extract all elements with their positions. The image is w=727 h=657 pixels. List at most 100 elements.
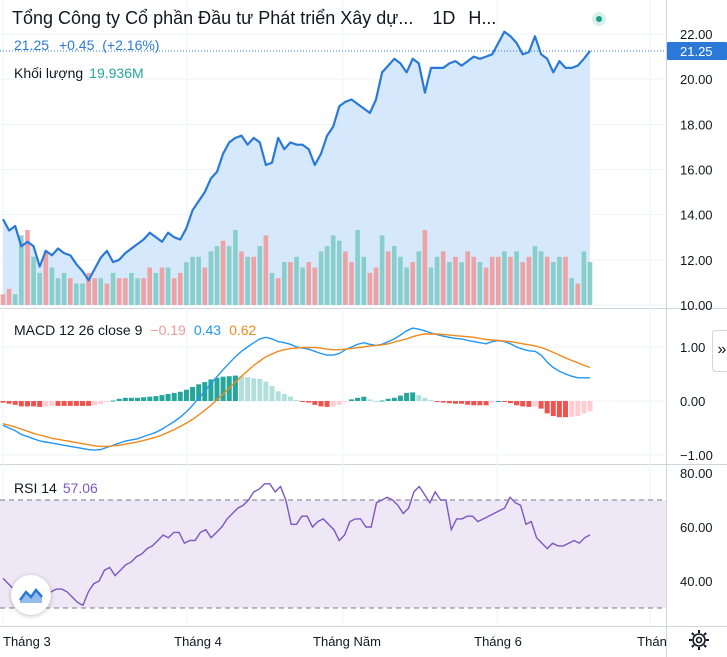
- volume-bar: [288, 262, 293, 305]
- price-area: [3, 31, 590, 305]
- macd-histogram-bar: [171, 392, 177, 401]
- volume-bar: [465, 251, 470, 305]
- macd-label: MACD 12 26 close 9: [14, 322, 143, 338]
- volume-bar: [43, 251, 49, 305]
- volume-bar: [428, 267, 434, 305]
- volume-bar: [392, 246, 397, 305]
- volume-bar: [581, 251, 587, 305]
- volume-legend[interactable]: Khối lượng 19.936M: [14, 65, 144, 81]
- macd-histogram-bar: [501, 401, 507, 402]
- price-change: +0.45: [58, 37, 95, 53]
- time-axis-label: Tháng 6: [474, 634, 522, 649]
- volume-bar: [49, 267, 55, 305]
- volume-bar: [324, 246, 330, 305]
- time-axis-label: Tháng 4: [174, 634, 222, 649]
- macd-histogram-bar: [550, 401, 556, 417]
- macd-histogram-bar: [556, 401, 562, 418]
- macd-histogram-bar: [349, 399, 354, 401]
- volume-bar: [318, 251, 324, 305]
- volume-bar: [385, 251, 391, 305]
- volume-bar: [422, 230, 428, 305]
- price-area-fill: [3, 31, 590, 305]
- interval-label[interactable]: 1D: [432, 8, 456, 28]
- rsi-pane: [0, 483, 666, 609]
- macd-histogram-bar: [391, 397, 397, 401]
- volume-bar: [477, 262, 483, 305]
- volume-bar: [245, 256, 250, 305]
- macd-histogram-bar: [49, 401, 55, 406]
- macd-histogram-bar: [251, 378, 257, 401]
- macd-histogram-bar: [538, 401, 544, 409]
- macd-histogram-bar: [287, 396, 293, 401]
- macd-histogram-bar: [147, 396, 153, 401]
- volume-bar: [404, 267, 409, 305]
- volume-bar: [263, 235, 269, 305]
- market-status-icon[interactable]: [592, 12, 606, 26]
- volume-bar: [12, 294, 18, 305]
- macd-histogram-bar: [440, 401, 446, 403]
- volume-bar: [434, 256, 440, 305]
- time-axis-label: Thán: [637, 634, 667, 649]
- volume-bar: [508, 256, 513, 305]
- volume-bar: [373, 267, 379, 305]
- settings-gear-icon[interactable]: [688, 629, 710, 651]
- macd-histogram-bar: [453, 401, 458, 404]
- volume-bar: [92, 278, 97, 305]
- macd-histogram-bar: [520, 401, 526, 407]
- macd-signal-line: [2, 333, 591, 448]
- macd-histogram: [0, 375, 593, 418]
- volume-bar: [104, 283, 110, 305]
- tradingview-logo-icon[interactable]: [11, 575, 51, 615]
- volume-bar: [379, 235, 385, 305]
- volume-bar: [282, 262, 287, 305]
- macd-histogram-bar: [37, 401, 43, 407]
- macd-histogram-bar: [312, 401, 318, 405]
- volume-bar: [19, 235, 24, 305]
- macd-histogram-bar: [43, 401, 49, 407]
- macd-histogram-bar: [404, 392, 410, 401]
- expand-panel-button[interactable]: »: [712, 330, 727, 372]
- volume-bar: [514, 251, 519, 305]
- rsi-legend[interactable]: RSI 14 57.06: [14, 480, 98, 496]
- macd-histogram-bar: [324, 401, 330, 407]
- macd-histogram-bar: [190, 387, 196, 401]
- macd-legend[interactable]: MACD 12 26 close 9 −0.19 0.43 0.62: [14, 322, 256, 338]
- volume-bar: [184, 262, 189, 305]
- last-price-badge: [667, 41, 727, 60]
- volume-bar: [453, 256, 458, 305]
- volume-bar: [239, 251, 244, 305]
- macd-histogram-bar: [495, 401, 501, 402]
- macd-histogram-bar: [141, 397, 147, 401]
- volume-bar: [129, 272, 134, 305]
- volume-bar: [294, 256, 299, 305]
- volume-bar: [398, 256, 403, 305]
- volume-bar: [538, 251, 544, 305]
- macd-histogram-bar: [12, 401, 18, 405]
- macd-histogram-bar: [422, 397, 428, 401]
- volume-bar: [55, 278, 61, 305]
- macd-histogram-bar: [446, 401, 452, 404]
- volume-bar: [367, 272, 373, 305]
- macd-histogram-bar: [587, 401, 593, 412]
- last-price: 21.25: [14, 37, 50, 53]
- price-axis: 22.00 20.00 18.00 16.00 14.00 12.00 10.00 1.00 0…: [667, 27, 727, 589]
- macd-histogram-bar: [116, 398, 122, 401]
- volume-bar: [147, 267, 152, 305]
- volume-bar: [526, 256, 532, 305]
- price-change-pct: (+2.16%): [102, 37, 160, 53]
- rsi-line: [2, 483, 591, 607]
- symbol-title[interactable]: Tổng Công ty Cổ phần Đầu tư Phát triển X…: [12, 8, 496, 29]
- price-tick-label: 18.00: [680, 117, 713, 132]
- volume-bar: [110, 272, 116, 305]
- macd-histogram-bar: [183, 389, 189, 401]
- macd-lines: [2, 327, 591, 451]
- macd-histogram-bar: [367, 399, 373, 401]
- macd-histogram-bar: [232, 375, 238, 401]
- volume-bar: [208, 251, 214, 305]
- macd-histogram-bar: [459, 401, 465, 404]
- volume-bar: [300, 267, 305, 305]
- volume-bar: [135, 278, 140, 305]
- volume-bar: [202, 267, 208, 305]
- price-tick-label: 20.00: [680, 72, 713, 87]
